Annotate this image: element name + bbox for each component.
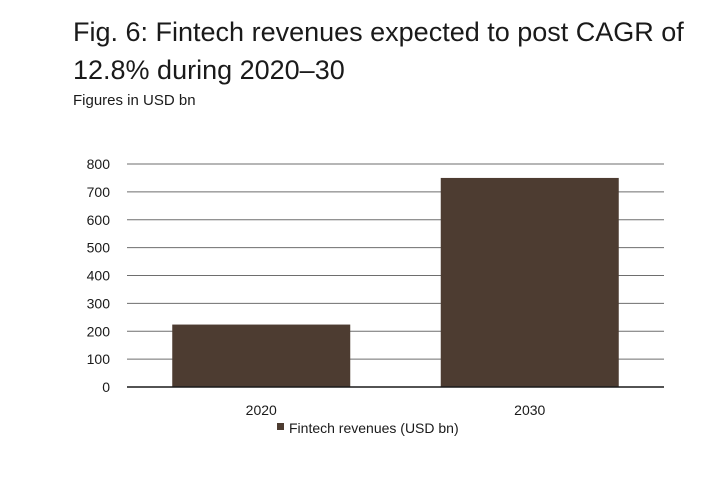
- y-tick-label: 0: [102, 379, 110, 395]
- y-tick-label: 100: [87, 351, 111, 367]
- y-tick-label: 500: [87, 240, 111, 256]
- x-tick-label: 2030: [514, 402, 545, 418]
- y-tick-label: 200: [87, 323, 111, 339]
- bar-2020: [172, 324, 351, 387]
- x-tick-label: 2020: [246, 402, 277, 418]
- y-axis-ticks: 0 100 200 300 400 500 600 700 800: [87, 156, 111, 395]
- chart-subtitle: Figures in USD bn: [73, 92, 196, 109]
- y-tick-label: 300: [87, 295, 111, 311]
- legend: Fintech revenues (USD bn): [277, 420, 459, 436]
- y-tick-label: 700: [87, 184, 111, 200]
- bars: [127, 177, 664, 388]
- y-tick-label: 600: [87, 212, 111, 228]
- legend-swatch: [277, 423, 284, 430]
- bar-2030: [440, 177, 619, 387]
- y-tick-label: 800: [87, 156, 111, 172]
- y-tick-label: 400: [87, 268, 111, 284]
- x-axis-ticks: 2020 2030: [246, 402, 546, 418]
- legend-label: Fintech revenues (USD bn): [289, 420, 459, 436]
- chart-title: Fig. 6: Fintech revenues expected to pos…: [73, 17, 684, 85]
